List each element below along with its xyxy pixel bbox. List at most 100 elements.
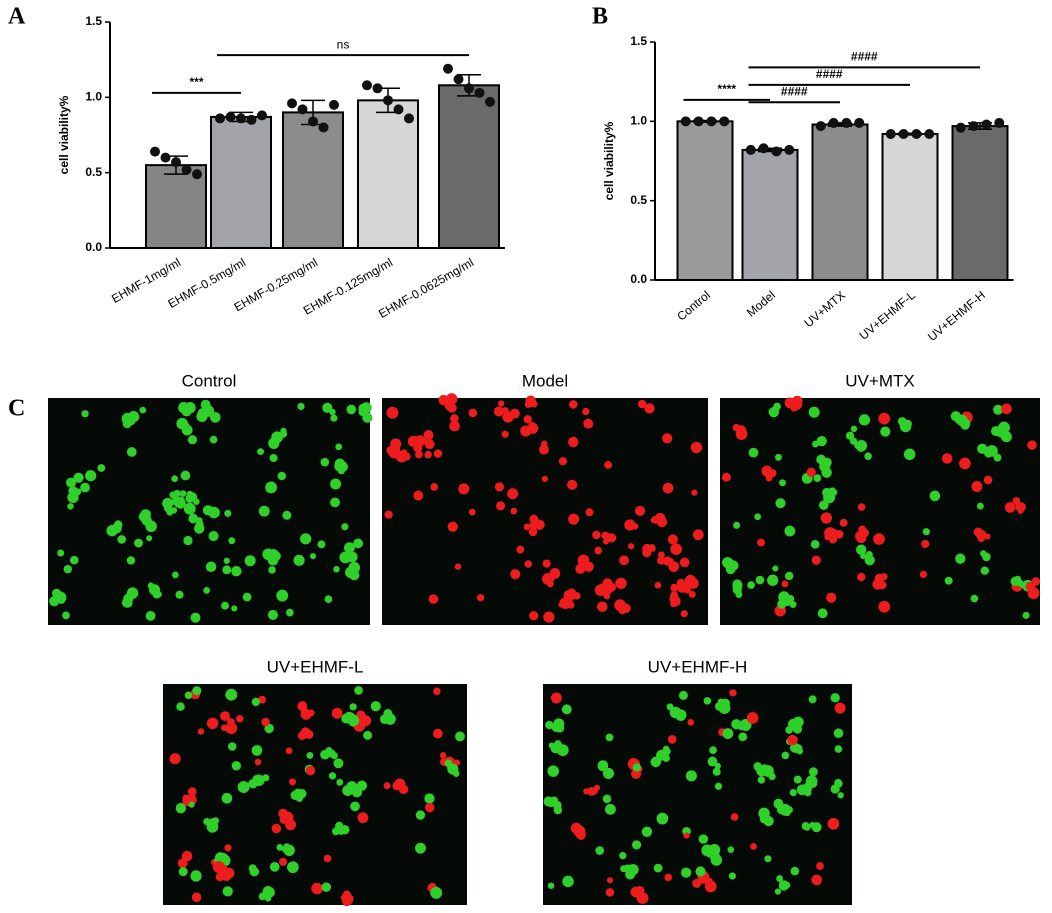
cell bbox=[424, 450, 432, 459]
cell bbox=[808, 406, 820, 418]
cell bbox=[123, 598, 133, 608]
data-point bbox=[898, 129, 909, 140]
cell bbox=[880, 426, 891, 437]
cell bbox=[764, 855, 772, 863]
cell bbox=[279, 430, 288, 438]
cell bbox=[549, 567, 561, 579]
cell bbox=[658, 551, 665, 559]
cell bbox=[221, 601, 229, 610]
cell bbox=[878, 412, 891, 425]
cell bbox=[714, 782, 723, 790]
data-point bbox=[784, 144, 795, 155]
cell bbox=[801, 822, 810, 831]
cell bbox=[784, 525, 796, 537]
cell bbox=[816, 862, 824, 870]
cell bbox=[642, 543, 653, 554]
cell bbox=[818, 500, 829, 510]
cell bbox=[998, 421, 1010, 434]
cell bbox=[575, 830, 584, 839]
cell bbox=[543, 611, 555, 623]
y-tick-label: 1.0 bbox=[630, 114, 647, 128]
cell bbox=[455, 731, 465, 742]
cell bbox=[362, 412, 373, 423]
cell bbox=[265, 481, 278, 494]
cell bbox=[333, 758, 344, 769]
cell bbox=[447, 403, 457, 413]
cell bbox=[501, 430, 509, 438]
cell bbox=[342, 890, 351, 899]
cell bbox=[438, 394, 449, 406]
cell bbox=[305, 765, 316, 776]
cell bbox=[973, 527, 983, 537]
data-point bbox=[318, 122, 329, 133]
cell bbox=[830, 693, 840, 703]
cell bbox=[662, 482, 674, 494]
y-tick-label: 1.5 bbox=[630, 34, 647, 48]
cell bbox=[336, 778, 344, 786]
data-point bbox=[150, 146, 160, 157]
cell bbox=[712, 767, 721, 776]
cell bbox=[796, 747, 804, 755]
cell bbox=[561, 704, 572, 715]
cell bbox=[787, 734, 798, 746]
cell bbox=[223, 557, 230, 564]
cell bbox=[224, 509, 232, 517]
cell bbox=[236, 715, 244, 723]
cell bbox=[667, 734, 677, 744]
cell bbox=[283, 844, 295, 857]
data-point bbox=[362, 80, 372, 91]
cell bbox=[388, 446, 401, 459]
cell bbox=[553, 805, 563, 815]
cell bbox=[468, 408, 478, 418]
cell bbox=[447, 521, 458, 532]
cell bbox=[324, 595, 333, 603]
cell bbox=[541, 475, 548, 483]
data-point bbox=[192, 169, 202, 180]
cell bbox=[808, 695, 817, 704]
cell bbox=[605, 733, 614, 742]
y-tick-label: 0.5 bbox=[630, 193, 647, 207]
x-tick-label: UV+EHMF-L bbox=[857, 288, 919, 343]
cell bbox=[641, 826, 653, 837]
cell bbox=[97, 464, 106, 472]
cell bbox=[753, 762, 763, 771]
cell bbox=[899, 420, 912, 433]
cell bbox=[784, 571, 794, 581]
cell bbox=[631, 768, 642, 779]
cell bbox=[57, 596, 66, 604]
cell bbox=[864, 555, 875, 566]
significance-label: #### bbox=[816, 67, 843, 81]
cell bbox=[244, 555, 256, 567]
cell bbox=[311, 882, 323, 895]
cell bbox=[808, 767, 818, 777]
image-background bbox=[382, 398, 708, 625]
cell bbox=[816, 435, 827, 447]
cell bbox=[242, 592, 252, 602]
data-point bbox=[911, 129, 922, 140]
data-point bbox=[758, 143, 769, 154]
panel-label: B bbox=[592, 4, 608, 30]
image-title: UV+EHMF-H bbox=[648, 657, 748, 676]
cell bbox=[595, 846, 605, 855]
cell bbox=[830, 489, 838, 496]
bar bbox=[951, 125, 1009, 281]
cell bbox=[85, 470, 97, 482]
data-point bbox=[968, 121, 979, 132]
cell bbox=[761, 465, 773, 477]
data-point bbox=[181, 164, 192, 175]
cell bbox=[277, 471, 287, 481]
cell bbox=[74, 489, 81, 496]
bar bbox=[741, 148, 799, 281]
cell bbox=[822, 457, 832, 468]
significance-label: #### bbox=[781, 84, 808, 98]
cell bbox=[383, 709, 393, 718]
cell bbox=[563, 590, 574, 600]
cell bbox=[747, 581, 755, 589]
cell bbox=[941, 453, 953, 464]
cell bbox=[597, 601, 608, 612]
cell bbox=[134, 538, 143, 548]
cell bbox=[193, 498, 200, 505]
cell bbox=[507, 488, 519, 500]
cell bbox=[774, 453, 782, 461]
cell bbox=[208, 530, 219, 542]
